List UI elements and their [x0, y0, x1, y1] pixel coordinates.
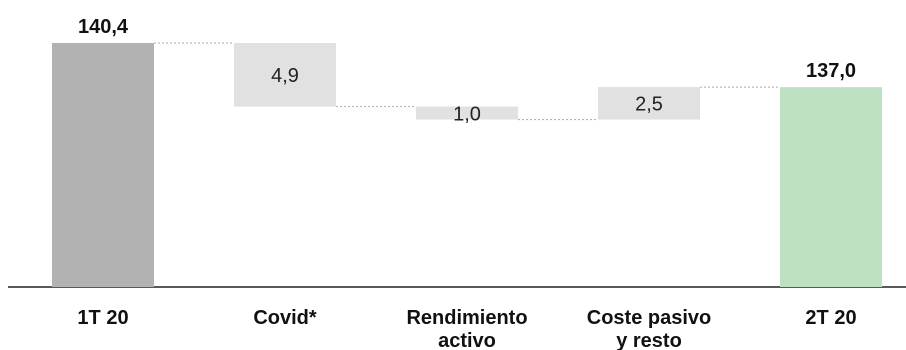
connectors: [154, 42, 780, 121]
bar-0: [52, 43, 154, 287]
data-label-2: 1,0: [453, 104, 481, 126]
bars: [52, 43, 882, 288]
data-label-3: 2,5: [635, 93, 663, 115]
x-tick-label-4: 2T 20: [805, 307, 856, 329]
x-tick-label-3: Coste pasivo y resto: [587, 307, 711, 350]
x-tick-labels: 1T 20 Covid* Rendimiento activo Coste pasivo…: [77, 307, 856, 350]
data-label-1: 4,9: [271, 65, 299, 87]
bar-3: [598, 87, 700, 120]
x-tick-label-2: Rendimiento activo: [406, 307, 527, 350]
data-label-4: 137,0: [806, 60, 856, 82]
data-labels: 140,4 4,9 1,0 2,5 137,0: [78, 16, 856, 126]
bar-2: [416, 106, 518, 120]
bar-4: [780, 87, 882, 288]
x-tick-label-0: 1T 20: [77, 307, 128, 329]
x-tick-label-1: Covid*: [253, 307, 317, 329]
bar-1: [234, 43, 336, 107]
data-label-0: 140,4: [78, 16, 129, 38]
